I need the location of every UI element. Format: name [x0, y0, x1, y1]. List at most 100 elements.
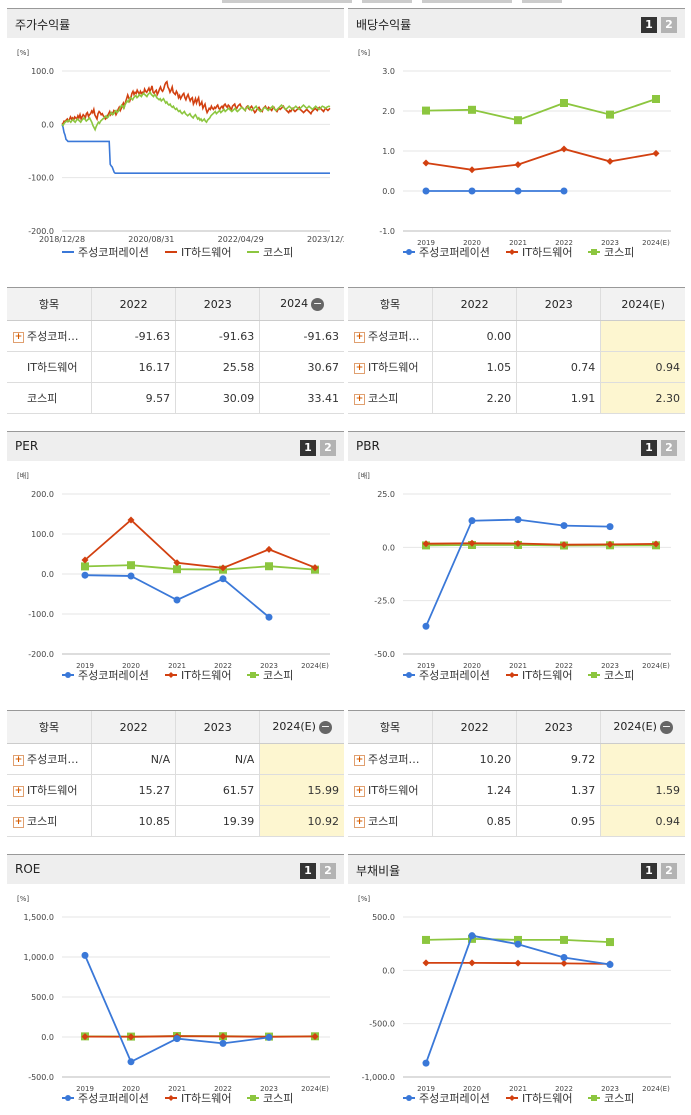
value-cell: -91.63	[90, 320, 176, 352]
value-cell: 15.27	[90, 774, 176, 806]
data-point	[422, 959, 430, 967]
expand-plus-icon[interactable]: +	[354, 393, 365, 405]
expand-plus-icon[interactable]: +	[13, 816, 24, 828]
value-cell: 2.20	[431, 382, 517, 414]
collapse-minus-icon[interactable]: −	[659, 719, 673, 734]
header-label: 2022	[119, 720, 148, 734]
header-year: 2024(E)	[600, 287, 685, 321]
page-2-button[interactable]: 2	[661, 863, 677, 879]
series-line-0	[425, 934, 611, 1064]
data-point	[265, 545, 273, 553]
x-tick-label: 2024(E)	[642, 662, 670, 670]
value-cell: 0.74	[516, 351, 601, 383]
header-item: 항목	[348, 287, 433, 321]
header-year: 2022	[431, 287, 517, 321]
x-tick-label: 2019	[417, 662, 435, 670]
value-cell: 1.37	[516, 774, 601, 806]
panel-title: 배당수익률	[356, 18, 412, 32]
legend-marker	[406, 672, 412, 678]
value-cell: 15.99	[259, 774, 344, 806]
expand-plus-icon[interactable]: +	[13, 785, 24, 797]
value-cell: 19.39	[175, 805, 260, 837]
row-name-cell: + 주성코퍼…	[7, 320, 92, 352]
data-point	[81, 562, 89, 571]
page-1-button[interactable]: 1	[641, 440, 657, 456]
legend-marker	[406, 249, 412, 255]
table-row: + 주성코퍼… 0.00	[348, 320, 685, 352]
page-2-button[interactable]: 2	[320, 863, 336, 879]
y-tick-label: 500.0	[372, 913, 395, 922]
page-1-button[interactable]: 1	[300, 440, 316, 456]
legend-label: 코스피	[604, 669, 634, 682]
data-point	[81, 951, 89, 959]
x-tick-label: 2020	[122, 662, 140, 670]
page-1-button[interactable]: 1	[641, 17, 657, 33]
per-table: 항목 2022 2023 2024(E) − + 주성코퍼… N/A N/A + IT하드웨어 15.…	[7, 710, 344, 837]
header-label: 2022	[119, 297, 148, 311]
legend-marker	[591, 672, 597, 678]
value-cell: 0.85	[431, 805, 517, 837]
collapse-minus-icon[interactable]: −	[318, 719, 332, 734]
legend-marker	[250, 1095, 256, 1101]
header-year: 2024(E) −	[259, 710, 344, 744]
y-tick-label: -50.0	[374, 650, 395, 659]
expand-plus-icon[interactable]: +	[13, 754, 24, 766]
y-tick-label: 25.0	[377, 490, 395, 499]
series-line-2	[84, 564, 316, 571]
header-label: 2023	[203, 297, 232, 311]
legend-label: IT하드웨어	[181, 245, 231, 259]
value-cell: 30.67	[259, 351, 344, 383]
legend-label: 주성코퍼레이션	[419, 246, 490, 259]
pbr-chart: [배] 25.0 0.0 -25.0 -50.0 2019 2020 2021 2022 2023…	[358, 471, 671, 682]
header-label: 2023	[544, 720, 573, 734]
y-tick-label: 100.0	[31, 530, 54, 539]
page-1-button[interactable]: 1	[641, 863, 657, 879]
table-row: IT하드웨어 16.17 25.58 30.67	[7, 351, 344, 383]
data-point	[468, 932, 476, 940]
y-tick-label: -500.0	[369, 1020, 395, 1029]
value-cell: 25.58	[175, 351, 260, 383]
value-cell: 2.30	[600, 382, 685, 414]
data-point	[81, 571, 89, 579]
page-2-button[interactable]: 2	[661, 17, 677, 33]
data-point	[560, 954, 568, 962]
panel-title: 부채비율	[356, 864, 401, 878]
legend-label: 주성코퍼레이션	[78, 246, 149, 259]
data-point	[560, 541, 568, 549]
page-2-button[interactable]: 2	[661, 440, 677, 456]
data-point	[606, 540, 614, 548]
y-unit-label: [%]	[358, 49, 370, 57]
page-2-button[interactable]: 2	[320, 440, 336, 456]
header-label: 항목	[379, 721, 401, 734]
per-chart: [배] 200.0 100.0 0.0 -100.0 -200.0 2019 2020 2021…	[17, 471, 330, 682]
value-cell: 0.94	[600, 351, 685, 383]
data-point	[422, 540, 430, 548]
series-line-0	[84, 574, 270, 618]
x-tick-label: 2019	[76, 1085, 94, 1093]
x-tick-label: 2023	[601, 662, 619, 670]
debt-ratio-chart: [%] 500.0 0.0 -500.0 -1,000.0 2019 2020 2021 202…	[358, 895, 671, 1105]
expand-plus-icon[interactable]: +	[354, 785, 365, 797]
table-row: + 주성코퍼… -91.63 -91.63 -91.63	[7, 320, 344, 352]
data-point	[514, 116, 522, 125]
expand-plus-icon[interactable]: +	[13, 331, 24, 343]
y-tick-label: 1.0	[382, 147, 395, 156]
expand-plus-icon[interactable]: +	[354, 754, 365, 766]
data-point	[311, 564, 319, 572]
data-point	[468, 166, 476, 174]
page-1-button[interactable]: 1	[300, 863, 316, 879]
y-unit-label: [%]	[358, 895, 370, 903]
x-tick-label: 2023	[260, 662, 278, 670]
expand-plus-icon[interactable]: +	[354, 331, 365, 343]
series-line-2	[61, 90, 331, 132]
expand-plus-icon[interactable]: +	[354, 816, 365, 828]
y-unit-label: [%]	[17, 895, 29, 903]
data-point	[265, 613, 273, 621]
x-tick-label: 2024(E)	[642, 239, 670, 247]
x-tick-label: 2019	[76, 662, 94, 670]
expand-plus-icon[interactable]: +	[354, 362, 365, 374]
collapse-minus-icon[interactable]: −	[311, 296, 325, 311]
